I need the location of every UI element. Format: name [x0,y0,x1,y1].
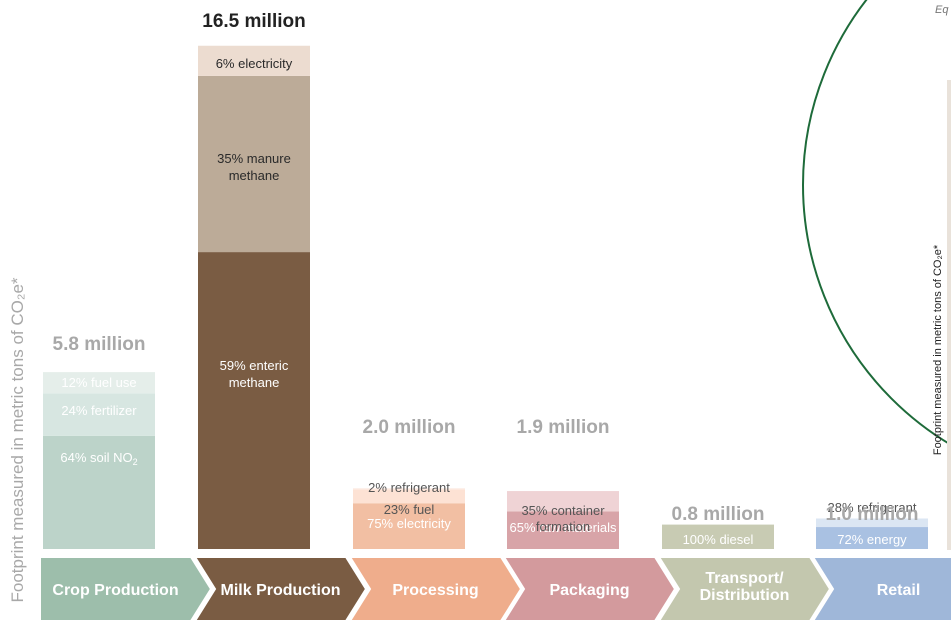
total-label: 5.8 million [53,334,146,355]
bar-segment [353,489,465,504]
stage-label: Transport/ [705,570,784,587]
segment-label: 2% refrigerant [368,480,450,495]
inset-corner-text: Eq [935,4,949,16]
bar-segment [353,488,465,490]
segment-label: 6% electricity [216,56,293,71]
y-axis-label: Footprint measured in metric tons of CO₂… [8,277,27,602]
bar-segment [43,393,155,436]
bar-segment [662,524,774,549]
segment-label: 35% container [521,503,605,518]
stage-arrow [39,556,213,620]
bar-segment [43,372,155,394]
segment-label: 23% fuel [384,502,435,517]
segment-label: 75% electricity [367,516,451,531]
segment-label: methane [229,168,280,183]
stage-arrows: Crop Production Milk Production Processing… [39,556,951,620]
segment-label: 100% diesel [683,532,754,547]
total-label: 0.8 million [672,504,765,525]
bar-segment [507,491,619,512]
segment-label: methane [229,375,280,390]
bar-segment [507,511,619,549]
bar-segment [816,518,928,528]
inset-circle [802,0,951,446]
stage-arrow [348,556,523,620]
bar-group: 64% soil NO2 24% fertilizer 12% fuel use 5.… [43,334,155,549]
inset-bar-strip [947,80,951,550]
segment-label: 59% enteric [220,358,289,373]
total-label: 1.9 million [517,417,610,438]
total-label: 16.5 million [202,11,305,32]
stage-arrow [193,556,368,620]
stage-arrow [811,556,951,620]
stage-label: Distribution [700,587,790,604]
segment-label: 65% raw materials [510,520,617,535]
stage-label: Crop Production [52,582,178,599]
bar-group: 100% diesel 0.8 million [662,504,774,549]
inset-panel: Footprint measured in metric tons of CO₂… [802,0,951,550]
stage-arrow [502,556,677,620]
total-label: 1.0 million [826,504,919,525]
bar-segment [43,435,155,549]
bar-segment [198,75,310,253]
bar-segment [198,45,310,76]
bar-segment [816,527,928,549]
bar-segment [353,503,465,549]
bars-layer: 64% soil NO2 24% fertilizer 12% fuel use 5.… [43,11,928,549]
bar-segment [198,252,310,549]
stage-label: Milk Production [221,582,341,599]
segment-label: 64% soil NO2 [60,450,137,467]
segment-label: 24% fertilizer [61,403,137,418]
total-label: 2.0 million [363,417,456,438]
bar-group: 59% enteric methane 35% manure methane 6% el… [198,11,310,549]
segment-label: 35% manure [217,151,291,166]
segment-label: 12% fuel use [61,375,136,390]
stage-label: Packaging [549,582,629,599]
segment-label: 72% energy [837,532,907,547]
inset-y-axis-label: Footprint measured in metric tons of CO₂… [932,244,944,455]
segment-label: formation [536,519,590,534]
stage-label: Retail [877,582,921,599]
stage-arrow [657,556,832,620]
segment-label: 28% refrigerant [828,500,917,515]
stage-label: Processing [392,582,478,599]
